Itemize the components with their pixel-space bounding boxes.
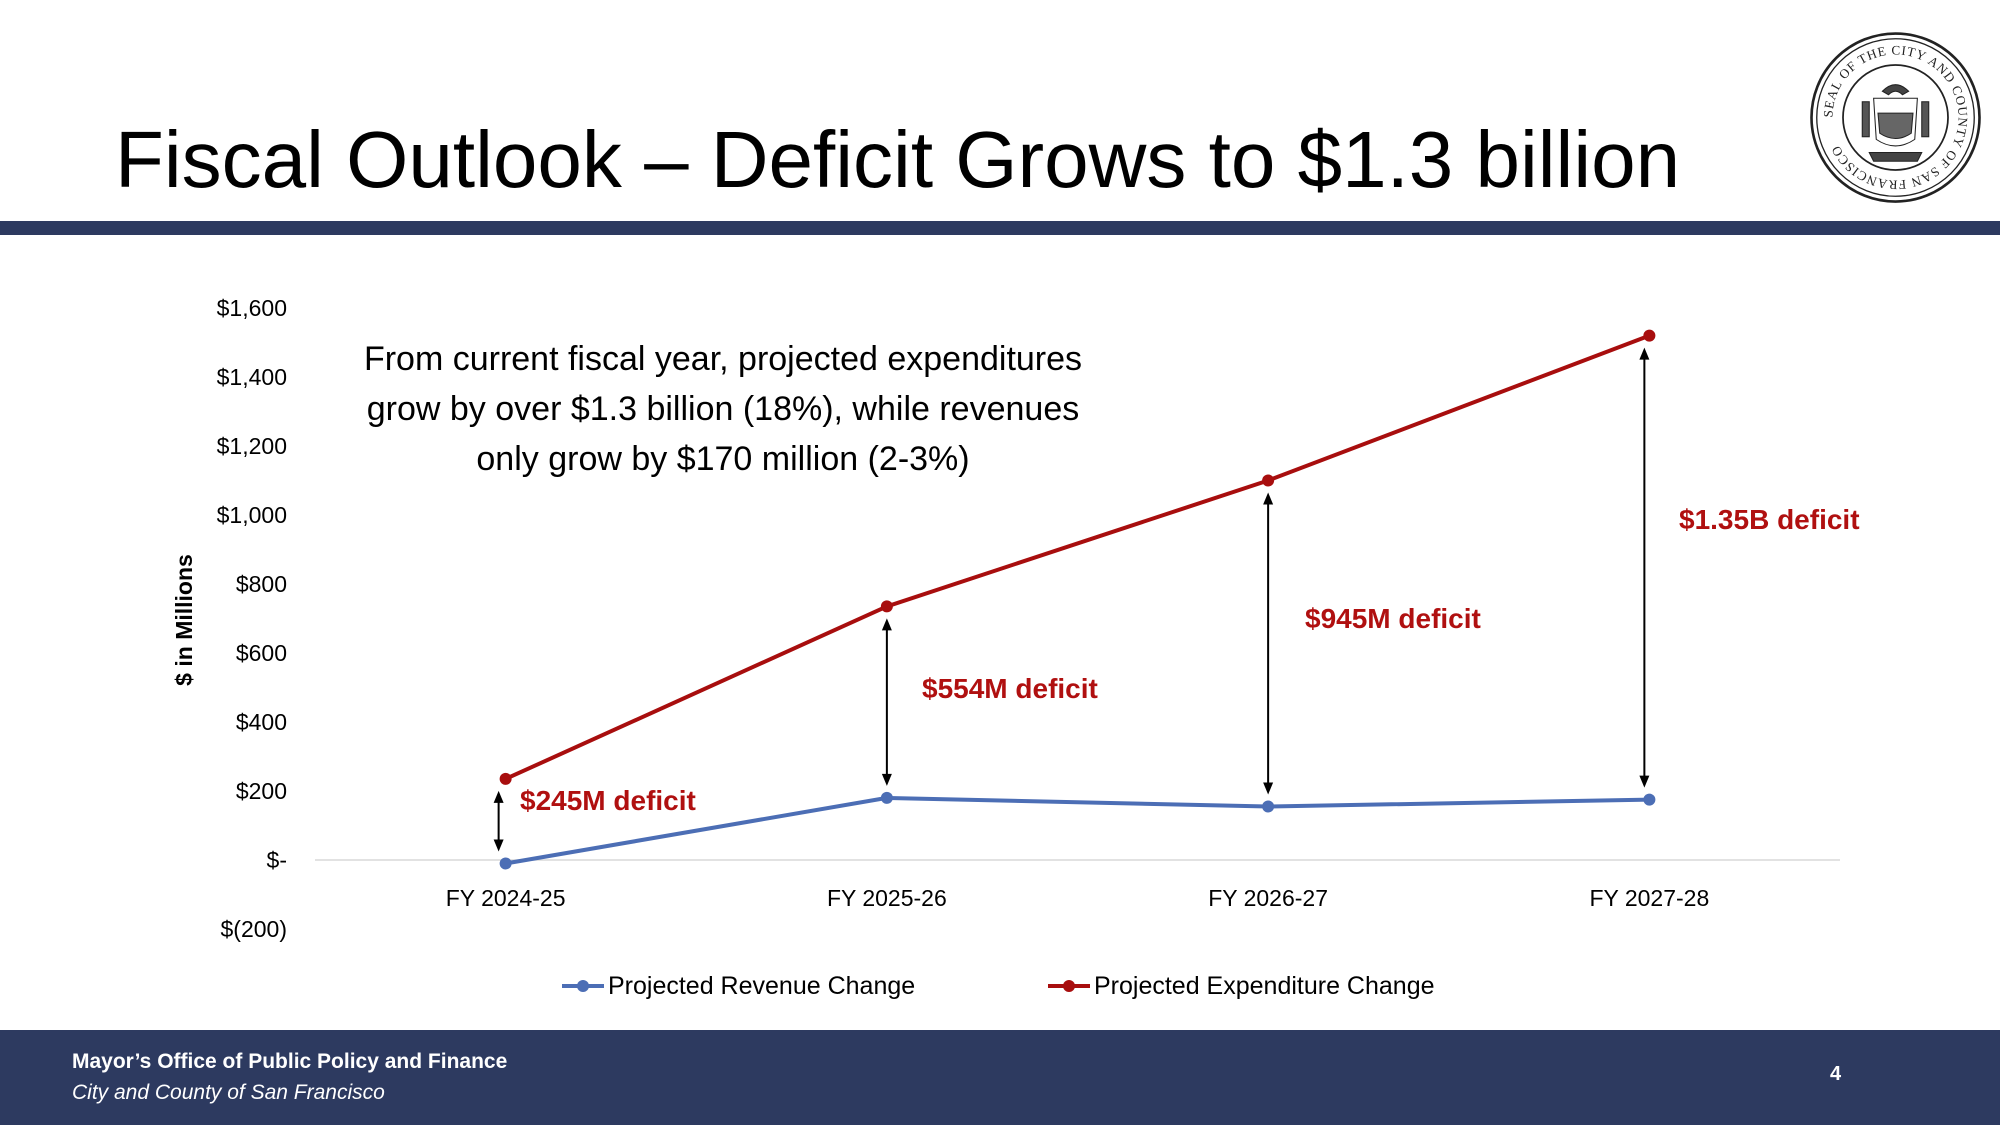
y-tick-label: $1,600 — [217, 295, 287, 321]
annotation-line: From current fiscal year, projected expe… — [364, 340, 1082, 378]
x-tick-label: FY 2026-27 — [1208, 885, 1328, 911]
data-point — [1643, 793, 1656, 806]
deficit-arrow — [881, 618, 892, 786]
y-tick-label: $1,000 — [217, 502, 287, 528]
y-tick-label: $- — [267, 847, 287, 873]
data-point — [499, 857, 512, 870]
legend-label: Projected Revenue Change — [608, 972, 915, 1000]
deficit-label: $945M deficit — [1305, 603, 1481, 634]
series-line-revenue — [505, 795, 1650, 866]
footer-bar: Mayor’s Office of Public Policy and Fina… — [0, 1030, 2000, 1125]
deficit-arrow — [1639, 347, 1650, 788]
data-point — [880, 600, 893, 613]
data-point — [1262, 474, 1275, 487]
footer-organization: Mayor’s Office of Public Policy and Fina… — [72, 1050, 508, 1073]
deficit-label: $245M deficit — [520, 785, 696, 816]
deficit-label: $554M deficit — [922, 673, 1098, 704]
page-number: 4 — [1830, 1063, 1842, 1085]
legend-label: Projected Expenditure Change — [1094, 972, 1435, 1000]
y-tick-label: $1,200 — [217, 433, 287, 459]
y-tick-label: $(200) — [221, 916, 287, 942]
slide-title: Fiscal Outlook – Deficit Grows to $1.3 b… — [115, 115, 1681, 204]
legend-item: Projected Expenditure Change — [1048, 972, 1435, 1000]
x-tick-label: FY 2027-28 — [1589, 885, 1709, 911]
y-tick-label: $600 — [236, 640, 287, 666]
legend-marker — [577, 980, 589, 992]
x-tick-label: FY 2025-26 — [827, 885, 947, 911]
deficit-arrow — [493, 790, 504, 852]
y-tick-label: $1,400 — [217, 364, 287, 390]
data-point — [1262, 800, 1275, 813]
annotation-line: grow by over $1.3 billion (18%), while r… — [367, 390, 1079, 428]
deficit-arrow — [1263, 492, 1274, 795]
legend-item: Projected Revenue Change — [562, 972, 915, 1000]
series-line-expenditure — [504, 333, 1651, 781]
legend-marker — [1063, 980, 1075, 992]
y-tick-label: $400 — [236, 709, 287, 735]
line-chart: $ in Millions $(200) $- $200 $400 $600 $800 $1… — [171, 295, 1860, 1000]
annotation-line: only grow by $170 million (2-3%) — [476, 440, 969, 478]
y-axis-label: $ in Millions — [171, 554, 197, 686]
footer-jurisdiction: City and County of San Francisco — [72, 1081, 385, 1104]
title-rule — [0, 221, 2000, 235]
x-tick-label: FY 2024-25 — [446, 885, 566, 911]
deficit-label: $1.35B deficit — [1679, 504, 1860, 535]
data-point — [499, 772, 512, 785]
data-point — [1643, 329, 1656, 342]
y-tick-label: $800 — [236, 571, 287, 597]
city-seal: SEAL OF THE CITY AND COUNTY OF SAN FRANC… — [1810, 32, 1981, 203]
data-point — [880, 791, 893, 804]
y-tick-label: $200 — [236, 778, 287, 804]
seal-emblem — [1861, 84, 1930, 162]
